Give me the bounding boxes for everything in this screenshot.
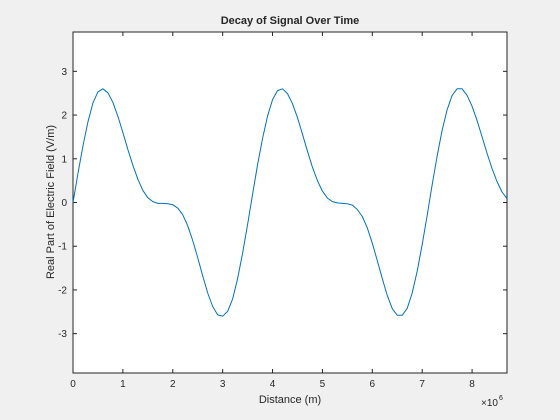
y-tick-label: -3 xyxy=(58,329,67,340)
x-tick-label: 6 xyxy=(370,379,376,390)
x-tick-label: 1 xyxy=(120,379,126,390)
y-axis-ticks: -3 -2 -1 0 1 2 3 xyxy=(58,67,507,340)
x-tick-label: 8 xyxy=(469,379,475,390)
x-axis-exponent: ×10 6 xyxy=(481,395,503,409)
series-line-signal xyxy=(72,88,508,317)
x-axis-exponent-base: ×10 xyxy=(481,398,498,409)
y-axis-label: Real Part of Electric Field (V/m) xyxy=(45,125,57,279)
x-tick-label: 3 xyxy=(220,379,226,390)
y-tick-label: -2 xyxy=(58,285,67,296)
chart-title: Decay of Signal Over Time xyxy=(221,15,360,27)
plot-area xyxy=(72,31,508,374)
x-axis-ticks: 0 1 2 3 4 5 6 7 8 xyxy=(70,32,475,390)
x-tick-label: 2 xyxy=(170,379,176,390)
x-tick-label: 4 xyxy=(270,379,276,390)
y-tick-label: 1 xyxy=(61,154,67,165)
y-tick-label: -1 xyxy=(58,242,67,253)
y-tick-label: 0 xyxy=(61,198,67,209)
x-axis-label: Distance (m) xyxy=(259,394,321,406)
x-tick-label: 5 xyxy=(320,379,326,390)
series-layer xyxy=(72,88,508,317)
x-axis-exponent-power: 6 xyxy=(499,395,503,402)
x-tick-label: 0 xyxy=(70,379,76,390)
x-tick-label: 7 xyxy=(419,379,425,390)
y-tick-label: 3 xyxy=(61,67,67,78)
y-tick-label: 2 xyxy=(61,111,67,122)
